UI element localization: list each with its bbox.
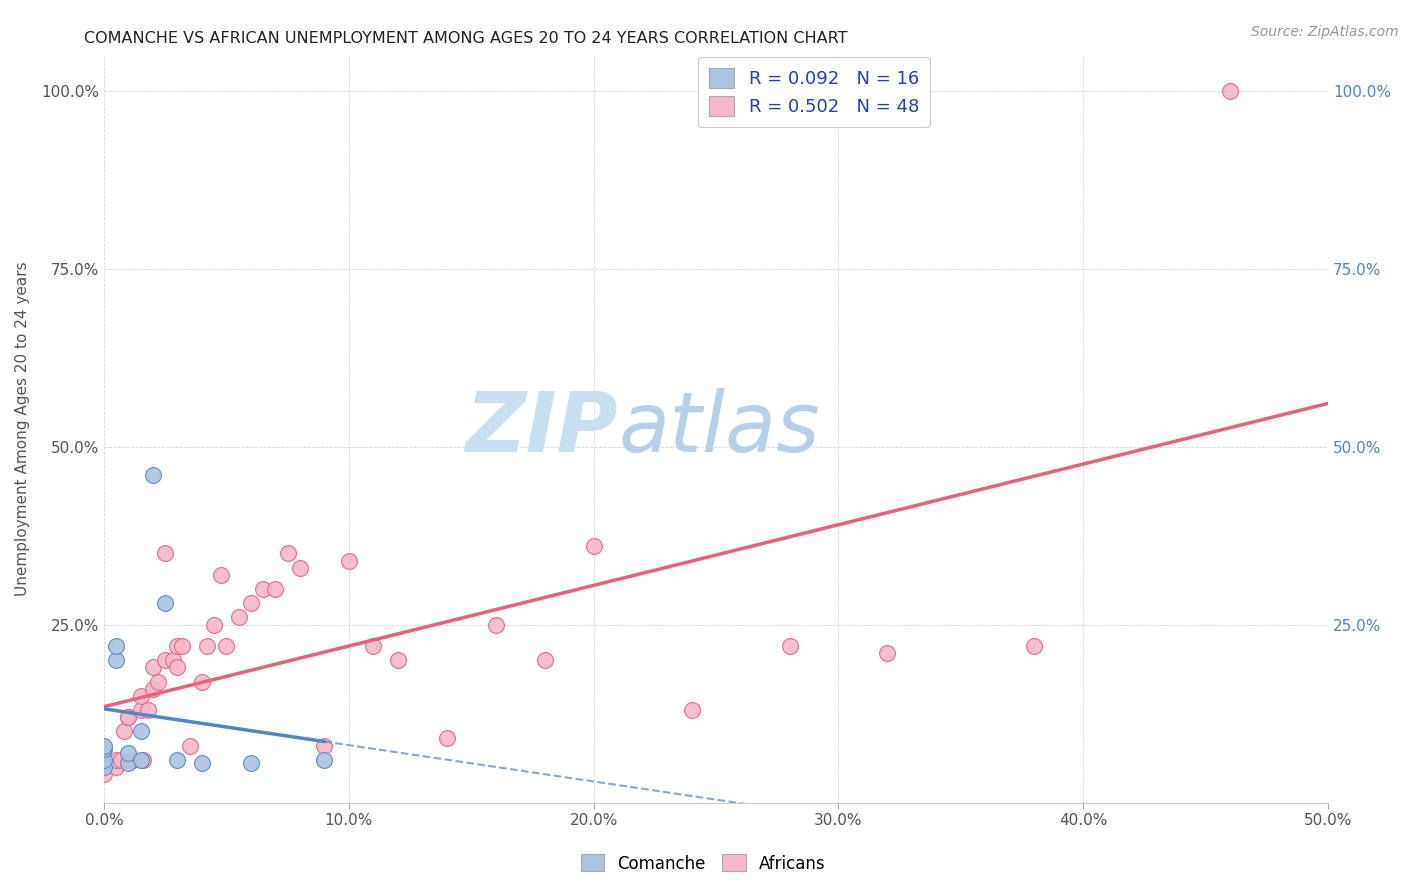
Point bbox=[202, 617, 225, 632]
Point bbox=[166, 660, 188, 674]
Point bbox=[191, 756, 214, 771]
Point bbox=[93, 760, 115, 774]
Y-axis label: Unemployment Among Ages 20 to 24 years: Unemployment Among Ages 20 to 24 years bbox=[15, 261, 30, 596]
Point bbox=[105, 639, 128, 653]
Point bbox=[179, 739, 201, 753]
Point bbox=[166, 753, 188, 767]
Point bbox=[277, 546, 299, 560]
Point bbox=[779, 639, 801, 653]
Point bbox=[166, 639, 188, 653]
Point bbox=[337, 553, 360, 567]
Point bbox=[105, 753, 128, 767]
Point bbox=[172, 639, 194, 653]
Point bbox=[1219, 84, 1241, 98]
Point bbox=[533, 653, 555, 667]
Point bbox=[387, 653, 409, 667]
Point bbox=[93, 767, 115, 781]
Point bbox=[153, 546, 176, 560]
Point bbox=[117, 746, 139, 760]
Text: COMANCHE VS AFRICAN UNEMPLOYMENT AMONG AGES 20 TO 24 YEARS CORRELATION CHART: COMANCHE VS AFRICAN UNEMPLOYMENT AMONG A… bbox=[84, 31, 848, 46]
Point bbox=[162, 653, 184, 667]
Point bbox=[142, 468, 165, 483]
Point bbox=[142, 681, 165, 696]
Point bbox=[112, 724, 135, 739]
Point bbox=[239, 596, 262, 610]
Point bbox=[485, 617, 508, 632]
Point bbox=[191, 674, 214, 689]
Point bbox=[117, 756, 139, 771]
Legend: R = 0.092   N = 16, R = 0.502   N = 48: R = 0.092 N = 16, R = 0.502 N = 48 bbox=[699, 57, 929, 128]
Point bbox=[129, 703, 152, 717]
Point bbox=[314, 739, 336, 753]
Point bbox=[228, 610, 250, 624]
Point bbox=[129, 753, 152, 767]
Point bbox=[211, 567, 233, 582]
Point bbox=[93, 739, 115, 753]
Point bbox=[1024, 639, 1046, 653]
Point bbox=[288, 560, 311, 574]
Point bbox=[93, 749, 115, 764]
Point bbox=[132, 753, 155, 767]
Point bbox=[582, 539, 605, 553]
Point bbox=[122, 753, 145, 767]
Point bbox=[153, 596, 176, 610]
Text: ZIP: ZIP bbox=[465, 388, 619, 469]
Point bbox=[215, 639, 238, 653]
Point bbox=[110, 753, 132, 767]
Point bbox=[876, 646, 898, 660]
Point bbox=[129, 724, 152, 739]
Legend: Comanche, Africans: Comanche, Africans bbox=[574, 847, 832, 880]
Point bbox=[117, 710, 139, 724]
Point bbox=[129, 689, 152, 703]
Point bbox=[153, 653, 176, 667]
Point bbox=[93, 756, 115, 771]
Point bbox=[105, 653, 128, 667]
Point bbox=[252, 582, 274, 596]
Point bbox=[93, 753, 115, 767]
Point bbox=[105, 760, 128, 774]
Point bbox=[195, 639, 218, 653]
Point bbox=[239, 756, 262, 771]
Point bbox=[146, 674, 169, 689]
Point bbox=[436, 731, 458, 746]
Point bbox=[117, 710, 139, 724]
Point bbox=[93, 742, 115, 756]
Point bbox=[142, 660, 165, 674]
Point bbox=[681, 703, 703, 717]
Point bbox=[361, 639, 384, 653]
Point bbox=[264, 582, 287, 596]
Text: atlas: atlas bbox=[619, 388, 820, 469]
Text: Source: ZipAtlas.com: Source: ZipAtlas.com bbox=[1251, 25, 1399, 39]
Point bbox=[136, 703, 159, 717]
Point bbox=[314, 753, 336, 767]
